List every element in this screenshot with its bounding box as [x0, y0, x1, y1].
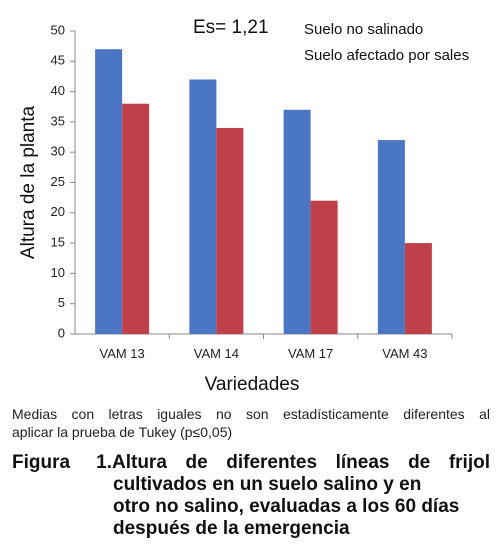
bar-afectado-0	[122, 103, 150, 334]
y-tick-label: 25	[51, 174, 65, 189]
y-tick-label: 50	[51, 22, 65, 37]
y-tick-label: 45	[51, 53, 65, 68]
x-tick-label: VAM 43	[382, 346, 427, 361]
x-tick-label: VAM 13	[99, 346, 144, 361]
y-tick-label: 10	[51, 265, 65, 280]
bar-no-salinado-0	[95, 49, 123, 335]
x-axis-ticks: VAM 13 VAM 14 VAM 17 VAM 43	[99, 334, 453, 361]
y-tick-label: 30	[51, 144, 65, 159]
x-tick-label: VAM 17	[288, 346, 333, 361]
y-tick-label: 0	[58, 325, 65, 340]
legend-entry-no-salinado: Suelo no salinado	[304, 21, 423, 38]
caption-line-4: después de la emergencia	[113, 518, 350, 539]
y-tick-label: 35	[51, 113, 65, 128]
bars-group	[95, 49, 432, 335]
caption-text-1: Altura de diferentes líneas de frijol	[112, 452, 490, 473]
annotation-es: Es= 1,21	[193, 17, 269, 38]
x-axis-label: Variedades	[205, 374, 300, 395]
bar-no-salinado-1	[189, 79, 217, 334]
note-line-1: Medias con letras iguales no son estadís…	[12, 406, 490, 422]
y-axis-ticks: 0 5 10 15 20 25 30 35 40 45 50	[51, 22, 75, 340]
bar-no-salinado-3	[377, 140, 405, 334]
figure-caption: Figura 1.Altura de diferentes líneas de …	[12, 452, 490, 540]
bar-afectado-1	[216, 127, 244, 335]
legend-entry-afectado: Suelo afectado por sales	[304, 47, 469, 64]
bar-afectado-2	[310, 200, 338, 334]
y-axis-label: Altura de la planta	[18, 105, 39, 259]
bar-no-salinado-2	[283, 109, 311, 334]
y-tick-label: 5	[58, 295, 65, 310]
statistical-note: Medias con letras iguales no son estadís…	[12, 405, 490, 441]
y-tick-label: 15	[51, 235, 65, 250]
caption-number: Figura 1.	[12, 452, 112, 473]
y-tick-label: 20	[51, 204, 65, 219]
bar-afectado-3	[404, 243, 432, 334]
caption-line-2: cultivados en un suelo salino y en	[113, 474, 422, 495]
caption-line-1: Figura 1.Altura de diferentes líneas de …	[12, 452, 490, 474]
y-tick-label: 40	[51, 83, 65, 98]
caption-line-3: otro no salino, evaluadas a los 60 días	[113, 496, 460, 517]
x-tick-label: VAM 14	[194, 346, 239, 361]
note-line-2: aplicar la prueba de Tukey (p≤0,05)	[12, 424, 233, 440]
